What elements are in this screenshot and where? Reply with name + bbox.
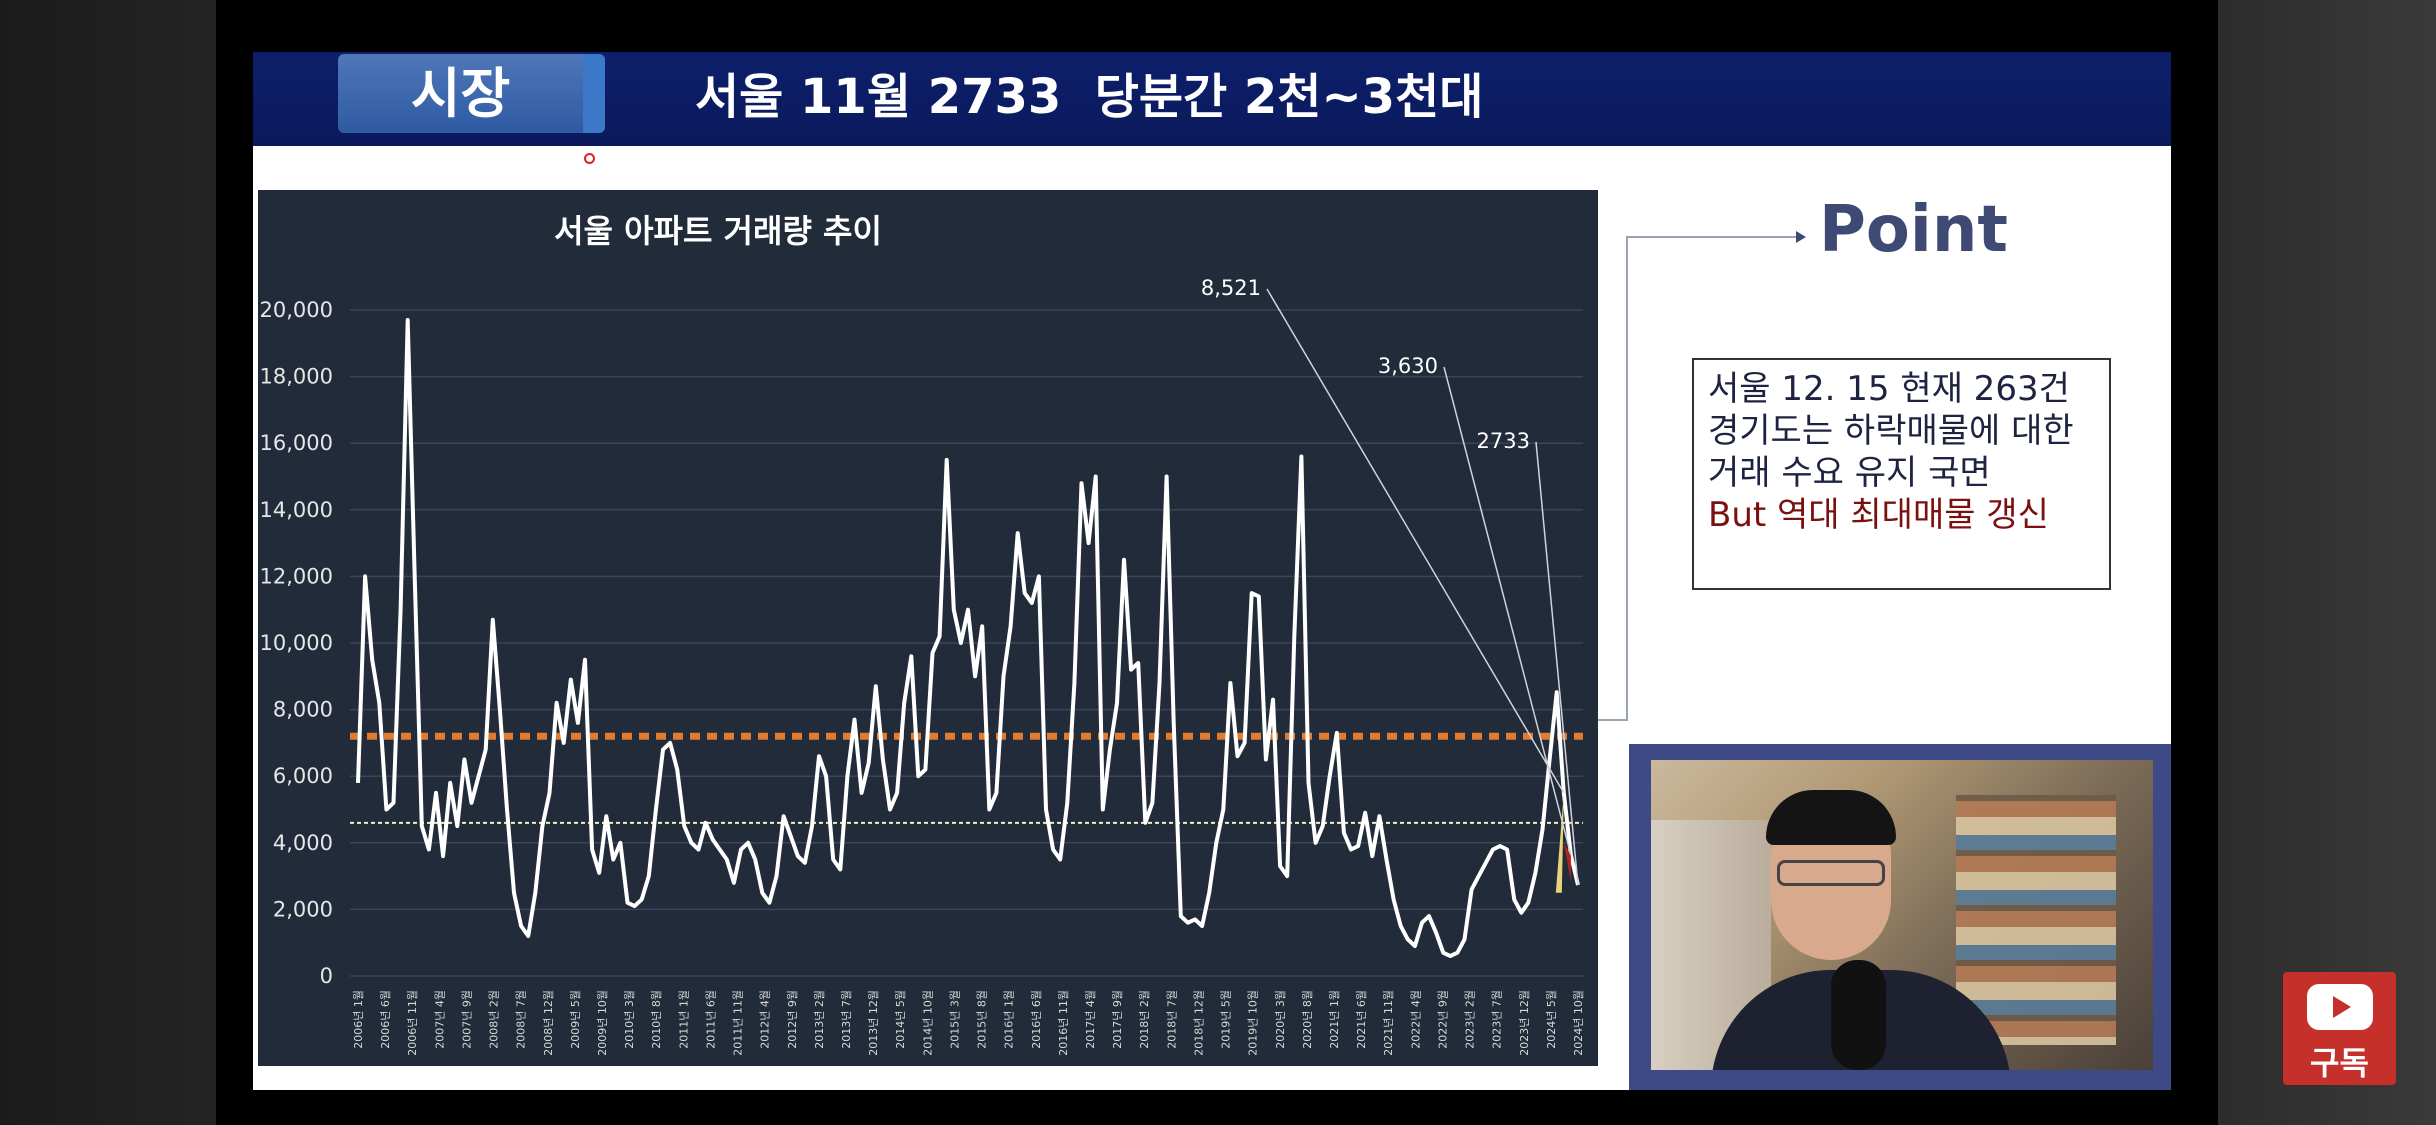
note-line-highlight: But 역대 최대매물 갱신 <box>1708 495 2049 535</box>
note-line: 거래 수요 유지 국면 <box>1708 453 1991 493</box>
x-tick-label: 2016년 11월 <box>1057 990 1070 1056</box>
x-tick-label: 2016년 1월 <box>1003 990 1016 1049</box>
x-tick-label: 2023년 7월 <box>1491 990 1504 1049</box>
highlight-up <box>1555 792 1564 893</box>
x-tick-label: 2009년 5월 <box>569 990 582 1049</box>
glasses-icon <box>1777 860 1885 886</box>
x-tick-label: 2024년 5월 <box>1545 990 1558 1049</box>
x-tick-label: 2019년 10월 <box>1247 990 1260 1056</box>
annotation-leader <box>1266 288 1565 794</box>
point-heading: Point <box>1819 193 2008 267</box>
x-tick-label: 2018년 12월 <box>1192 990 1205 1056</box>
x-tick-label: 2010년 8월 <box>650 990 663 1049</box>
chart-panel: 서울 아파트 거래량 추이 20,000 18,000 16,000 14,000 12,… <box>258 190 1598 1066</box>
y-tick-label: 16,000 <box>260 431 333 455</box>
x-tick-label: 2009년 10월 <box>596 990 609 1056</box>
x-tick-label: 2024년 10월 <box>1572 990 1585 1056</box>
x-tick-label: 2007년 9월 <box>460 990 473 1049</box>
x-tick-label: 2013년 12월 <box>867 990 880 1056</box>
chart-title: 서울 아파트 거래량 추이 <box>554 212 882 250</box>
x-tick-label: 2006년 6월 <box>379 990 392 1049</box>
y-tick-label: 20,000 <box>260 298 333 322</box>
y-tick-label: 14,000 <box>260 498 333 522</box>
right-backdrop <box>2218 0 2436 1125</box>
y-tick-label: 2,000 <box>273 897 333 921</box>
laser-pointer-dot <box>584 153 595 164</box>
x-tick-label: 2014년 10월 <box>921 990 934 1056</box>
slide-headline: 서울 11월 2733 당분간 2천~3천대 <box>695 69 1484 125</box>
x-tick-label: 2017년 4월 <box>1084 990 1097 1049</box>
x-tick-label: 2011년 1월 <box>677 990 690 1049</box>
series-line <box>356 318 1580 958</box>
y-tick-label: 18,000 <box>260 365 333 389</box>
x-tick-label: 2008년 2월 <box>488 990 501 1049</box>
x-tick-label: 2008년 7월 <box>515 990 528 1049</box>
x-tick-label: 2022년 4월 <box>1409 990 1422 1049</box>
x-tick-label: 2018년 7월 <box>1165 990 1178 1049</box>
y-tick-label: 0 <box>320 964 333 988</box>
category-tag-label: 시장 <box>410 62 511 125</box>
x-tick-label: 2010년 3월 <box>623 990 636 1049</box>
x-tick-label: 2021년 1월 <box>1328 990 1341 1049</box>
title-bar: 시장 서울 11월 2733 당분간 2천~3천대 <box>253 52 2171 146</box>
x-tick-label: 2017년 9월 <box>1111 990 1124 1049</box>
subscribe-button[interactable]: 구독 <box>2283 972 2396 1085</box>
bookshelf <box>1956 795 2116 1045</box>
youtube-play-icon <box>2307 984 2373 1030</box>
presenter-video <box>1651 760 2153 1070</box>
note-box: 서울 12. 15 현재 263건 경기도는 하락매물에 대한 거래 수요 유지… <box>1692 358 2111 590</box>
x-tick-label: 2006년 1월 <box>352 990 365 1049</box>
x-tick-label: 2007년 4월 <box>433 990 446 1049</box>
x-tick-label: 2023년 2월 <box>1464 990 1477 1049</box>
x-tick-label: 2015년 3월 <box>948 990 961 1049</box>
x-tick-label: 2020년 8월 <box>1301 990 1314 1049</box>
annotation-leader <box>1443 366 1572 856</box>
x-tick-label: 2012년 9월 <box>786 990 799 1049</box>
x-tick-label: 2015년 8월 <box>976 990 989 1049</box>
annotation-label: 2733 <box>1477 429 1530 453</box>
y-tick-label: 12,000 <box>260 564 333 588</box>
x-tick-label: 2018년 2월 <box>1138 990 1151 1049</box>
x-tick-label: 2019년 5월 <box>1220 990 1233 1049</box>
x-tick-label: 2016년 6월 <box>1030 990 1043 1049</box>
line-chart: 서울 아파트 거래량 추이 20,000 18,000 16,000 14,000 12,… <box>260 212 1585 1056</box>
x-tick-label: 2013년 7월 <box>840 990 853 1049</box>
x-tick-label: 2011년 6월 <box>704 990 717 1049</box>
microphone-icon <box>1831 960 1886 1070</box>
subscribe-label: 구독 <box>2310 1044 2369 1082</box>
x-tick-label: 2021년 6월 <box>1355 990 1368 1049</box>
presenter-hair <box>1766 790 1896 845</box>
x-tick-label: 2011년 11월 <box>732 990 745 1056</box>
x-tick-label: 2022년 9월 <box>1436 990 1449 1049</box>
annotation-label: 8,521 <box>1201 276 1261 300</box>
x-tick-label: 2006년 11월 <box>406 990 419 1056</box>
x-tick-label: 2013년 2월 <box>813 990 826 1049</box>
category-tag: 시장 <box>338 54 605 133</box>
x-tick-label: 2008년 12월 <box>542 990 555 1056</box>
x-tick-label: 2014년 5월 <box>894 990 907 1049</box>
y-tick-label: 10,000 <box>260 631 333 655</box>
note-line: 경기도는 하락매물에 대한 <box>1708 411 2074 451</box>
y-tick-label: 8,000 <box>273 698 333 722</box>
left-backdrop <box>0 0 216 1125</box>
annotation-leader <box>1535 441 1579 886</box>
x-tick-label: 2023년 12월 <box>1518 990 1531 1056</box>
y-tick-label: 4,000 <box>273 831 333 855</box>
highlight-down <box>1563 842 1571 882</box>
note-line: 서울 12. 15 현재 263건 <box>1708 369 2070 409</box>
webcam-frame <box>1629 744 2171 1090</box>
x-tick-label: 2012년 4월 <box>759 990 772 1049</box>
annotation-label: 3,630 <box>1378 354 1438 378</box>
y-tick-label: 6,000 <box>273 764 333 788</box>
x-tick-label: 2020년 3월 <box>1274 990 1287 1049</box>
x-tick-label: 2021년 11월 <box>1382 990 1395 1056</box>
